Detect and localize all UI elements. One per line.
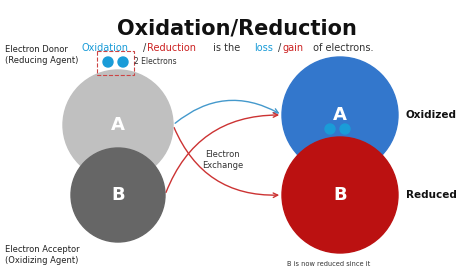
Text: B: B	[333, 186, 347, 204]
Text: B is now reduced since it
accepted electrons from A: B is now reduced since it accepted elect…	[287, 261, 375, 266]
Circle shape	[340, 124, 350, 134]
Circle shape	[325, 124, 335, 134]
Circle shape	[282, 57, 398, 173]
Text: Electron Acceptor
(Oxidizing Agent): Electron Acceptor (Oxidizing Agent)	[5, 245, 80, 265]
Text: Electron Donor
(Reducing Agent): Electron Donor (Reducing Agent)	[5, 45, 78, 65]
Text: /: /	[278, 43, 282, 53]
Text: /: /	[143, 43, 146, 53]
FancyArrowPatch shape	[175, 100, 278, 123]
Text: loss: loss	[254, 43, 273, 53]
Text: Oxidation/Reduction: Oxidation/Reduction	[117, 18, 357, 38]
Text: Oxidized: Oxidized	[406, 110, 457, 120]
FancyArrowPatch shape	[166, 113, 278, 192]
Text: of electrons.: of electrons.	[310, 43, 374, 53]
Circle shape	[71, 148, 165, 242]
Text: is the: is the	[210, 43, 244, 53]
Text: 2 Electrons: 2 Electrons	[134, 57, 177, 66]
Circle shape	[282, 137, 398, 253]
Circle shape	[63, 70, 173, 180]
Text: Reduced: Reduced	[406, 190, 457, 200]
Circle shape	[103, 57, 113, 67]
Text: Oxidation: Oxidation	[82, 43, 128, 53]
Text: A: A	[333, 106, 347, 124]
Text: gain: gain	[283, 43, 304, 53]
Text: Reduction: Reduction	[147, 43, 196, 53]
Text: A: A	[111, 116, 125, 134]
FancyArrowPatch shape	[174, 128, 278, 197]
Text: B: B	[111, 186, 125, 204]
Text: Electron
Exchange: Electron Exchange	[202, 149, 244, 171]
Circle shape	[118, 57, 128, 67]
